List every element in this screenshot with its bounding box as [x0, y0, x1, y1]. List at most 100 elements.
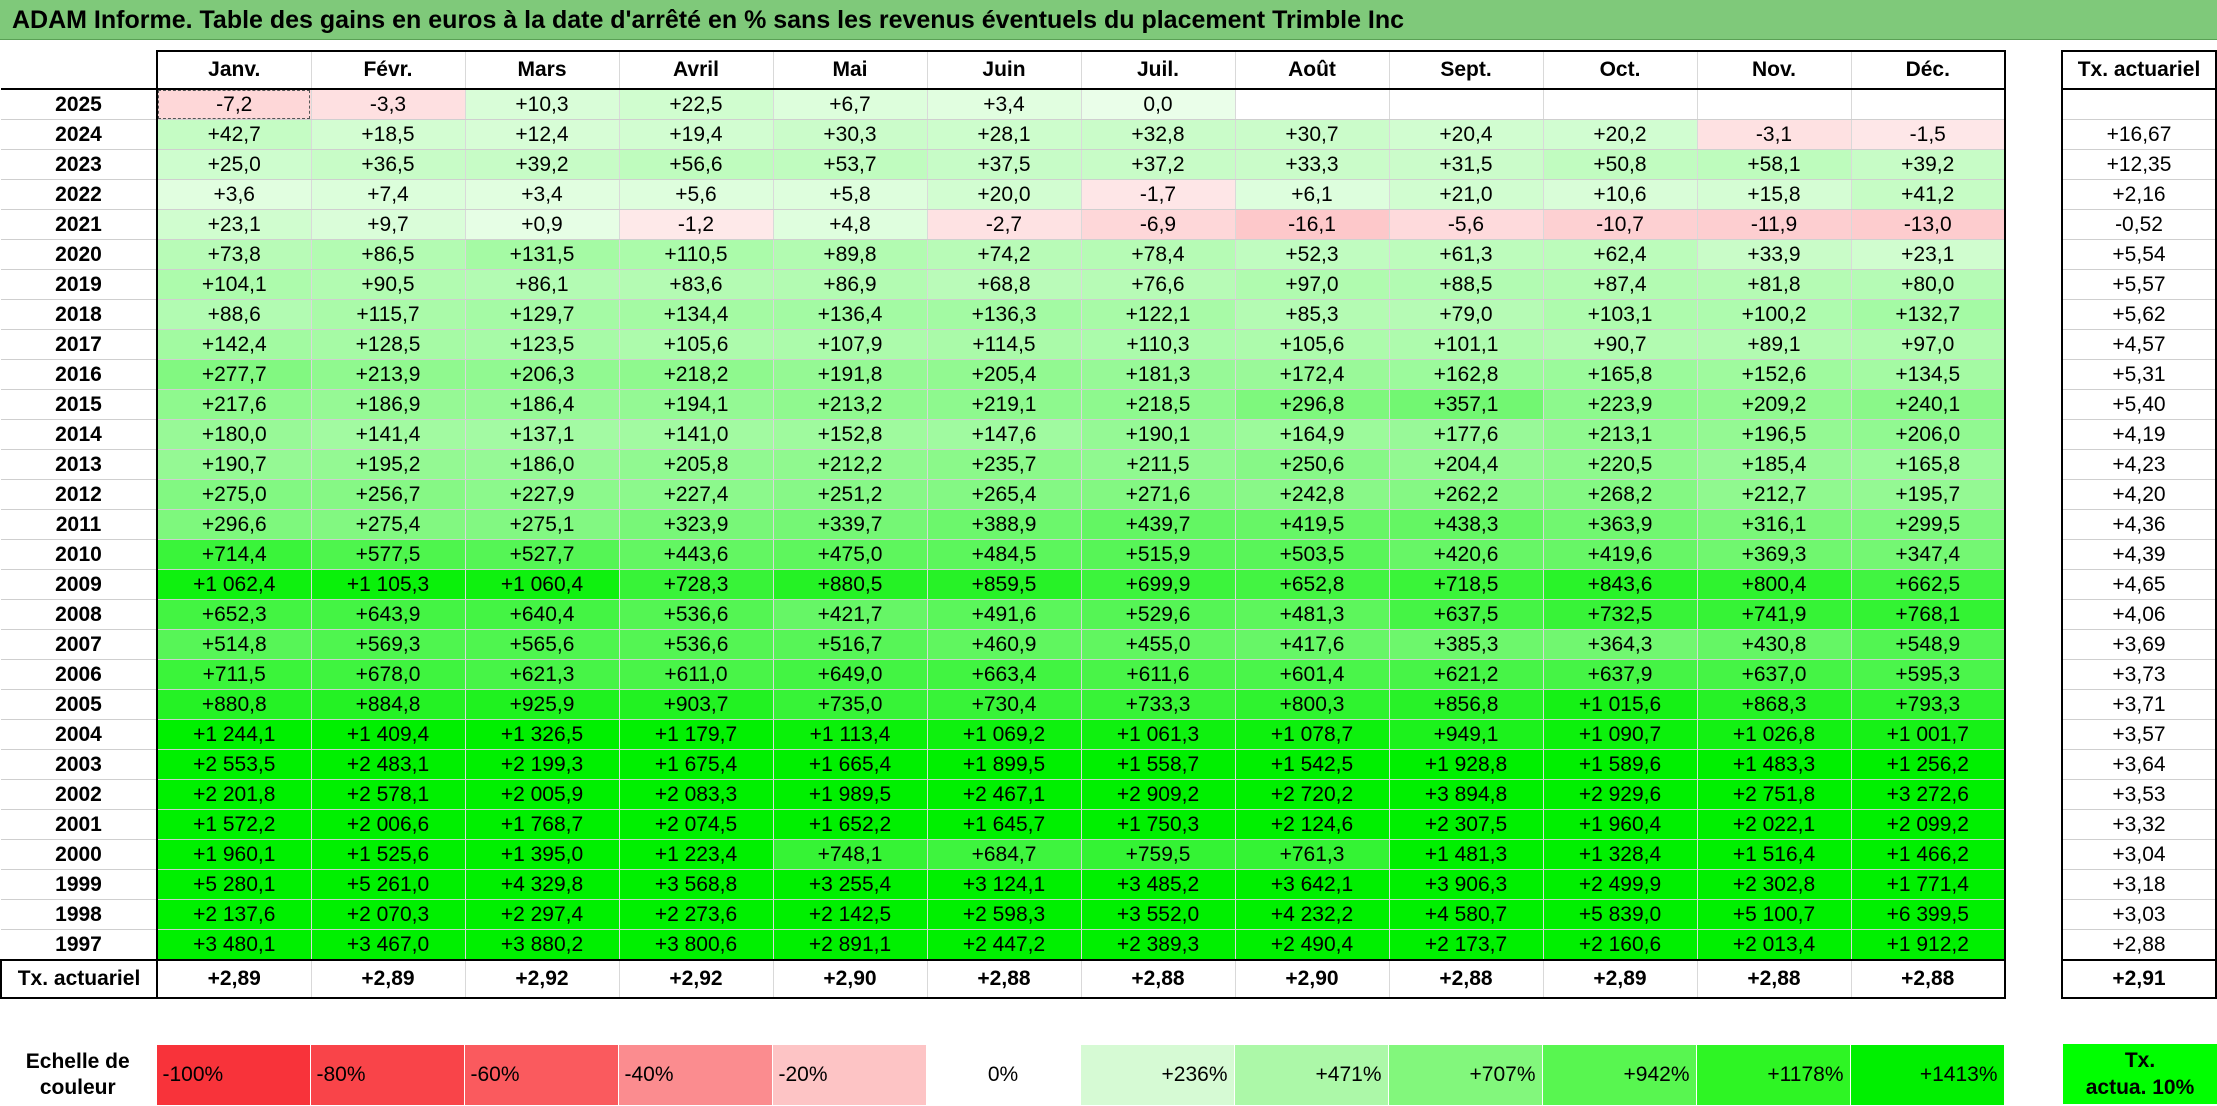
gain-cell: +76,6: [1080, 269, 1236, 300]
year-cell: 2001: [1, 809, 158, 840]
rate-cell: +2,88: [2061, 929, 2217, 961]
gain-cell: +663,4: [926, 659, 1082, 690]
gain-cell: +152,6: [1696, 359, 1852, 390]
gain-cell: -3,1: [1696, 119, 1852, 150]
gain-cell: +2 142,5: [772, 899, 928, 930]
gain-cell: +205,8: [618, 449, 774, 480]
gain-cell: +74,2: [926, 239, 1082, 270]
gain-cell: +514,8: [156, 629, 312, 660]
table-row: 2008 +652,3 +643,9 +640,4 +536,6 +421,7 +491,6…: [1, 599, 2006, 630]
gain-cell: +652,3: [156, 599, 312, 630]
gain-cell: +265,4: [926, 479, 1082, 510]
month-header: Oct.: [1542, 50, 1698, 90]
table-row: 2009 +1 062,4 +1 105,3 +1 060,4 +728,3 +880,5…: [1, 569, 2006, 600]
year-cell: 2012: [1, 479, 158, 510]
gain-cell: +191,8: [772, 359, 928, 390]
year-cell: 2004: [1, 719, 158, 750]
table-row: 2022 +3,6 +7,4 +3,4 +5,6 +5,8 +20,0 -1,7 +6,1 +21…: [1, 179, 2006, 210]
year-cell: 2021: [1, 209, 158, 240]
rate-cell: +4,65: [2061, 569, 2217, 600]
gain-cell: +172,4: [1234, 359, 1390, 390]
gain-cell: +417,6: [1234, 629, 1390, 660]
gain-cell: +3 568,8: [618, 869, 774, 900]
rate-row: +3,53: [2061, 779, 2217, 810]
gain-cell: +732,5: [1542, 599, 1698, 630]
year-cell: 2009: [1, 569, 158, 600]
rate-row: +3,71: [2061, 689, 2217, 720]
rate-cell: +4,19: [2061, 419, 2217, 450]
gain-cell: +475,0: [772, 539, 928, 570]
gain-cell: +56,6: [618, 149, 774, 180]
year-cell: 2015: [1, 389, 158, 420]
rate-row: +3,04: [2061, 839, 2217, 870]
gain-cell: +748,1: [772, 839, 928, 870]
gain-cell: +1 912,2: [1850, 929, 2006, 961]
footer-rate-cell: +2,92: [464, 959, 620, 999]
footer-rate-cell: +2,90: [772, 959, 928, 999]
gain-cell: +23,1: [1850, 239, 2006, 270]
gain-cell: +1 060,4: [464, 569, 620, 600]
gain-cell: +101,1: [1388, 329, 1544, 360]
gain-cell: +1 652,2: [772, 809, 928, 840]
gain-cell: +1 179,7: [618, 719, 774, 750]
gain-cell: +1 645,7: [926, 809, 1082, 840]
gain-cell: +2 483,1: [310, 749, 466, 780]
gain-cell: +1 015,6: [1542, 689, 1698, 720]
rate-footer-row: +2,91: [2061, 959, 2217, 999]
scale-label-line2: couleur: [39, 1076, 116, 1099]
gain-cell: +277,7: [156, 359, 312, 390]
table-row: 2014 +180,0 +141,4 +137,1 +141,0 +152,8 +147,6…: [1, 419, 2006, 450]
gain-cell: +2 929,6: [1542, 779, 1698, 810]
gain-cell: +421,7: [772, 599, 928, 630]
gain-cell: +611,0: [618, 659, 774, 690]
month-header: Févr.: [310, 50, 466, 90]
gain-cell: +137,1: [464, 419, 620, 450]
gain-cell: +884,8: [310, 689, 466, 720]
gain-cell: +213,2: [772, 389, 928, 420]
rate-row: +5,62: [2061, 299, 2217, 330]
gain-cell: +1 572,2: [156, 809, 312, 840]
table-row: 2013 +190,7 +195,2 +186,0 +205,8 +212,2 +235,7…: [1, 449, 2006, 480]
gain-cell: +212,7: [1696, 479, 1852, 510]
gain-cell: +3 800,6: [618, 929, 774, 961]
gain-cell: +105,6: [1234, 329, 1390, 360]
gain-cell: +2 074,5: [618, 809, 774, 840]
rate-header: Tx. actuariel: [2061, 50, 2217, 90]
gain-cell: +420,6: [1388, 539, 1544, 570]
gain-cell: +10,3: [464, 88, 620, 120]
rate-row: +3,32: [2061, 809, 2217, 840]
gain-cell: +103,1: [1542, 299, 1698, 330]
gain-cell: +10,6: [1542, 179, 1698, 210]
table-row: 2024 +42,7 +18,5 +12,4 +19,4 +30,3 +28,1 +32,8 +…: [1, 119, 2006, 150]
gain-cell: +129,7: [464, 299, 620, 330]
gain-cell: +438,3: [1388, 509, 1544, 540]
gain-cell: +89,1: [1696, 329, 1852, 360]
gain-cell: +2 307,5: [1388, 809, 1544, 840]
gain-cell: +793,3: [1850, 689, 2006, 720]
gain-cell: +363,9: [1542, 509, 1698, 540]
gain-cell: [1850, 88, 2006, 120]
gain-cell: +1 105,3: [310, 569, 466, 600]
corner-cell: [1, 51, 158, 90]
scale-label: Echelle de couleur: [0, 1045, 156, 1106]
color-scale: Echelle de couleur -100% -80% -60% -40% -20%…: [0, 1044, 2005, 1106]
gain-cell: +110,5: [618, 239, 774, 270]
year-cell: 2014: [1, 419, 158, 450]
rate-cell: +3,32: [2061, 809, 2217, 840]
year-cell: 2008: [1, 599, 158, 630]
gain-cell: +218,2: [618, 359, 774, 390]
year-cell: 2013: [1, 449, 158, 480]
gain-cell: +165,8: [1850, 449, 2006, 480]
gain-cell: +484,5: [926, 539, 1082, 570]
gain-cell: +22,5: [618, 88, 774, 120]
gain-cell: +136,4: [772, 299, 928, 330]
gain-cell: +132,7: [1850, 299, 2006, 330]
gain-cell: +256,7: [310, 479, 466, 510]
gain-cell: +227,9: [464, 479, 620, 510]
gain-cell: +1 113,4: [772, 719, 928, 750]
rate-row: +4,20: [2061, 479, 2217, 510]
gain-cell: +25,0: [156, 149, 312, 180]
footer-rate-cell: +2,88: [1080, 959, 1236, 999]
gain-cell: +1 395,0: [464, 839, 620, 870]
scale-step: -100%: [155, 1044, 311, 1106]
